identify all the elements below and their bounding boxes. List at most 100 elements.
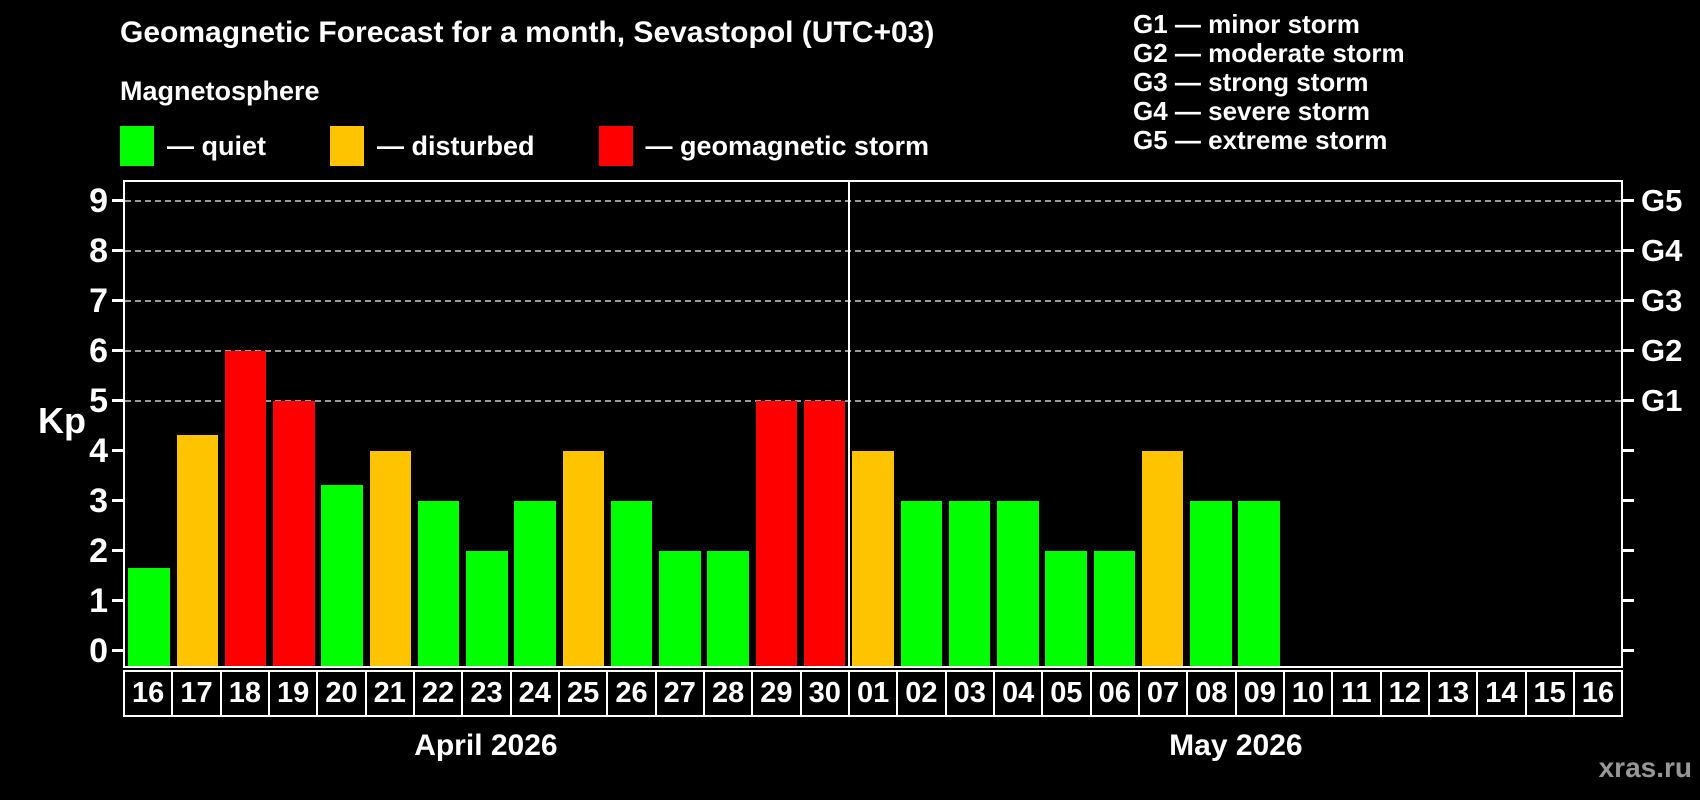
- right-tick-9: [1623, 199, 1634, 202]
- right-tick-5: [1623, 399, 1634, 402]
- right-tick-7: [1623, 299, 1634, 302]
- day-label-april-30: 30: [799, 670, 850, 717]
- right-tick-6: [1623, 349, 1634, 352]
- chart-title: Geomagnetic Forecast for a month, Sevast…: [120, 16, 935, 49]
- right-axis-label-g3: G3: [1641, 283, 1683, 318]
- bar-may-09: [1238, 501, 1280, 666]
- day-label-april-27: 27: [654, 670, 705, 717]
- right-tick-8: [1623, 249, 1634, 252]
- left-tick-0: [112, 649, 123, 652]
- bar-april-20: [321, 484, 363, 666]
- day-label-may-15: 15: [1524, 670, 1575, 717]
- chart-subtitle: Magnetosphere: [120, 76, 320, 106]
- bar-may-06: [1093, 551, 1136, 666]
- day-label-may-14: 14: [1476, 670, 1527, 717]
- bar-may-08: [1190, 501, 1232, 666]
- storm-scale-g1: G1 — minor storm: [1133, 9, 1360, 39]
- day-label-may-01: 01: [847, 670, 899, 717]
- gridline-kp-5: [125, 400, 1621, 402]
- gridline-kp-8: [125, 250, 1621, 252]
- day-label-may-07: 07: [1137, 670, 1189, 717]
- bar-april-28: [707, 551, 749, 666]
- day-label-may-02: 02: [896, 670, 947, 717]
- watermark: xras.ru: [1598, 752, 1692, 783]
- storm-scale-g2: G2 — moderate storm: [1133, 38, 1405, 68]
- kind-legend: — quiet — disturbed — geomagnetic storm: [120, 126, 929, 166]
- day-label-april-29: 29: [751, 670, 802, 717]
- gridline-kp-7: [125, 300, 1621, 302]
- legend-item-quiet: — quiet: [120, 126, 266, 166]
- bar-may-04: [997, 501, 1039, 666]
- day-label-may-04: 04: [992, 670, 1044, 717]
- y-tick-label-5: 5: [89, 382, 108, 420]
- storm-color-swatch: [598, 126, 633, 166]
- y-tick-label-4: 4: [89, 432, 108, 470]
- day-label-april-25: 25: [557, 670, 609, 717]
- storm-scale-g5: G5 — extreme storm: [1133, 125, 1388, 155]
- day-label-april-28: 28: [702, 670, 754, 717]
- bar-april-17: [176, 434, 219, 666]
- bar-april-26: [610, 501, 653, 666]
- day-label-row: 16 17 18 19 20 21 22 23 24 25 26 27 28 29 30 01 02 03 04 05…: [123, 670, 1624, 717]
- left-tick-5: [112, 399, 123, 402]
- y-tick-label-7: 7: [89, 282, 108, 320]
- bar-may-05: [1045, 551, 1087, 666]
- day-label-april-22: 22: [412, 670, 464, 717]
- bar-april-24: [514, 501, 556, 666]
- bar-may-03: [948, 501, 991, 666]
- left-tick-1: [112, 599, 123, 602]
- bar-may-02: [900, 501, 942, 666]
- left-tick-6: [112, 349, 123, 352]
- left-tick-8: [112, 249, 123, 252]
- month-divider-line: [847, 182, 850, 666]
- day-label-may-08: 08: [1186, 670, 1237, 717]
- right-tick-3: [1623, 499, 1634, 502]
- left-tick-7: [112, 299, 123, 302]
- month-label-april: April 2026: [414, 729, 558, 762]
- right-tick-4: [1623, 449, 1634, 452]
- bar-may-07: [1141, 451, 1184, 666]
- day-label-april-23: 23: [461, 670, 512, 717]
- day-label-april-17: 17: [171, 670, 222, 717]
- bar-april-21: [369, 451, 412, 666]
- bar-april-29: [755, 401, 798, 666]
- gridline-kp-6: [125, 350, 1621, 352]
- day-label-april-24: 24: [509, 670, 560, 717]
- legend-item-disturbed: — disturbed: [330, 126, 535, 166]
- day-label-april-18: 18: [219, 670, 270, 717]
- left-tick-2: [112, 549, 123, 552]
- day-label-may-16: 16: [1572, 670, 1624, 717]
- legend-disturbed-label: — disturbed: [377, 130, 535, 161]
- quiet-color-swatch: [120, 126, 154, 166]
- bar-april-22: [417, 501, 460, 666]
- day-label-may-11: 11: [1331, 670, 1382, 717]
- y-tick-label-0: 0: [89, 632, 108, 670]
- day-label-april-26: 26: [606, 670, 657, 717]
- y-axis-title: Kp: [38, 400, 86, 441]
- legend-quiet-label: — quiet: [167, 130, 266, 161]
- disturbed-color-swatch: [330, 126, 364, 166]
- right-tick-2: [1623, 549, 1634, 552]
- month-label-may: May 2026: [1169, 729, 1303, 762]
- bar-april-25: [562, 451, 605, 666]
- storm-scale-g3: G3 — strong storm: [1133, 67, 1369, 97]
- right-axis-label-g5: G5: [1641, 183, 1683, 218]
- day-label-april-19: 19: [267, 670, 319, 717]
- y-tick-label-8: 8: [89, 232, 108, 270]
- bar-april-19: [273, 401, 315, 666]
- day-label-april-21: 21: [364, 670, 415, 717]
- day-label-may-12: 12: [1379, 670, 1430, 717]
- y-tick-label-2: 2: [89, 532, 108, 570]
- left-tick-4: [112, 449, 123, 452]
- day-label-may-13: 13: [1427, 670, 1479, 717]
- bar-april-23: [466, 551, 508, 666]
- right-axis-label-g1: G1: [1641, 383, 1683, 418]
- bar-april-30: [803, 401, 846, 666]
- legend-item-storm: — geomagnetic storm: [598, 126, 929, 166]
- day-label-april-20: 20: [316, 670, 367, 717]
- right-axis-label-g4: G4: [1641, 233, 1683, 268]
- day-label-may-03: 03: [944, 670, 995, 717]
- day-label-may-06: 06: [1089, 670, 1140, 717]
- y-tick-label-1: 1: [89, 582, 108, 620]
